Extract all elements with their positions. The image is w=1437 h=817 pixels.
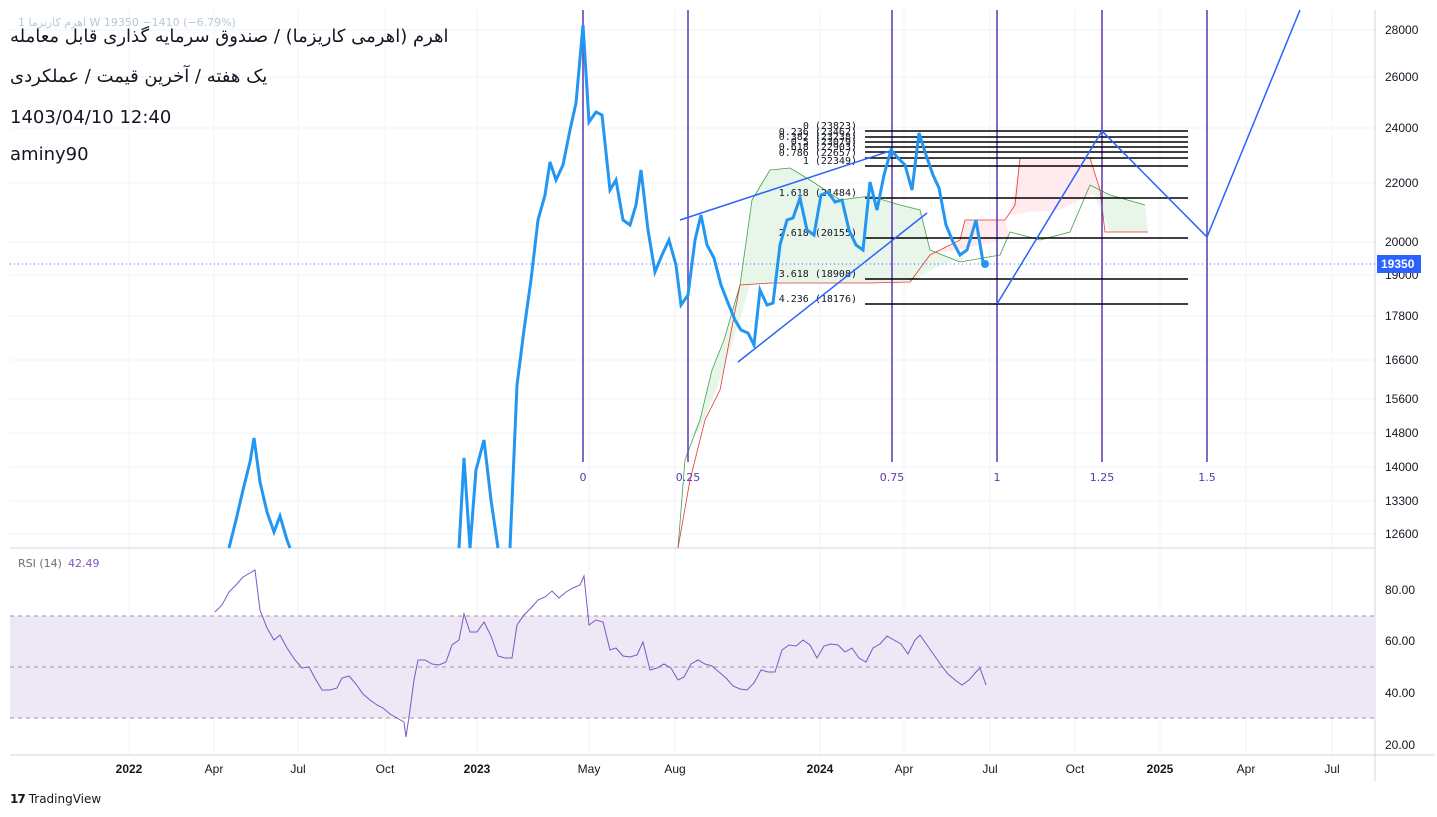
time-tick-label: 2023 <box>464 762 491 776</box>
fib-level-label: 1.618 (21484) <box>779 188 857 199</box>
time-tick-label: Jul <box>290 762 305 776</box>
price-series <box>227 24 989 549</box>
projection-zigzag <box>996 9 1301 305</box>
fib-level-label: 0.618 (22903) <box>779 142 857 153</box>
time-tick-label: Jul <box>1324 762 1339 776</box>
brand-name: TradingView <box>28 792 102 806</box>
last-price-badge <box>1377 255 1421 273</box>
price-tick-label: 14800 <box>1385 426 1419 440</box>
channel-upper <box>679 149 894 221</box>
chart-datetime: 1403/04/10 12:40 <box>10 107 172 128</box>
rsi-tick-label: 20.00 <box>1385 738 1415 752</box>
faded-symbol-line: 1 اهرم کاریزما W 19350 −1410 (−6.79%) <box>18 16 236 29</box>
fib-time-label: 0.25 <box>676 471 701 484</box>
chart-title: اهرم (اهرمی کاریزما) / صندوق سرمایه گذار… <box>10 26 449 47</box>
rsi-tick-label: 80.00 <box>1385 583 1415 597</box>
cloud-green-1 <box>688 168 965 440</box>
time-tick-label: 2024 <box>807 762 834 776</box>
price-tick-label: 12600 <box>1385 527 1419 541</box>
price-tick-label: 15600 <box>1385 392 1419 406</box>
rsi-tick-label: 40.00 <box>1385 686 1415 700</box>
fib-time-label: 1 <box>994 471 1001 484</box>
fib-time-label: 0.75 <box>880 471 905 484</box>
tradingview-brand[interactable]: 17 TradingView <box>10 792 101 806</box>
tradingview-logo-icon: 17 <box>10 792 26 806</box>
rsi-legend: RSI (14) 42.49 <box>18 557 99 570</box>
axes: 2800026000240002200020000190001780016600… <box>10 23 1421 776</box>
rsi-panel <box>10 569 1375 738</box>
fib-level-label: 0 (23823) <box>803 121 857 132</box>
price-tick-label: 17800 <box>1385 309 1419 323</box>
fib-time-label: 0 <box>580 471 587 484</box>
cloud-green-2 <box>1090 185 1148 232</box>
price-line-early <box>227 437 292 549</box>
last-price-label: 19350 <box>1381 257 1415 271</box>
price-tick-label: 14000 <box>1385 460 1419 474</box>
fib-level-label: 0.382 (23238) <box>779 132 857 143</box>
time-tick-label: Apr <box>895 762 914 776</box>
price-line-mid <box>457 439 500 549</box>
price-tick-label: 28000 <box>1385 23 1419 37</box>
price-tick-label: 26000 <box>1385 70 1419 84</box>
time-tick-label: Oct <box>1066 762 1085 776</box>
fib-level-label: 0.5 (23079) <box>791 137 857 148</box>
price-tick-label: 13300 <box>1385 494 1419 508</box>
rsi-line <box>214 569 987 738</box>
chart-subtitle: یک هفته / آخرین قیمت / عملکردی <box>10 66 268 87</box>
chart-author: aminy90 <box>10 144 89 165</box>
price-tick-label: 22000 <box>1385 176 1419 190</box>
rsi-label-text: RSI (14) <box>18 557 62 570</box>
fib-level-label: 2.618 (20155) <box>779 228 857 239</box>
fib-time-label: 1.25 <box>1090 471 1115 484</box>
price-line-main <box>508 24 988 549</box>
rsi-tick-label: 60.00 <box>1385 634 1415 648</box>
time-tick-label: Oct <box>376 762 395 776</box>
fib-level-label: 0.236 (23462) <box>779 127 857 138</box>
fib-level-label: 3.618 (18908) <box>779 269 857 280</box>
time-tick-label: Apr <box>1237 762 1256 776</box>
price-tick-label: 16600 <box>1385 353 1419 367</box>
fib-level-label: 0.786 (22657) <box>779 148 857 159</box>
cloud-line-red <box>677 157 1148 549</box>
time-tick-label: Aug <box>664 762 685 776</box>
time-tick-label: Apr <box>205 762 224 776</box>
fib-time-label: 1.5 <box>1198 471 1216 484</box>
price-tick-label: 24000 <box>1385 121 1419 135</box>
fib-level-label: 1 (22349) <box>803 156 857 167</box>
rsi-value: 42.49 <box>67 557 100 570</box>
channel-lower <box>737 212 928 363</box>
time-tick-label: 2025 <box>1147 762 1174 776</box>
price-tick-label: 20000 <box>1385 235 1419 249</box>
time-tick-label: Jul <box>982 762 997 776</box>
time-tick-label: 2022 <box>116 762 143 776</box>
price-last-dot <box>981 260 989 268</box>
time-tick-label: May <box>578 762 601 776</box>
